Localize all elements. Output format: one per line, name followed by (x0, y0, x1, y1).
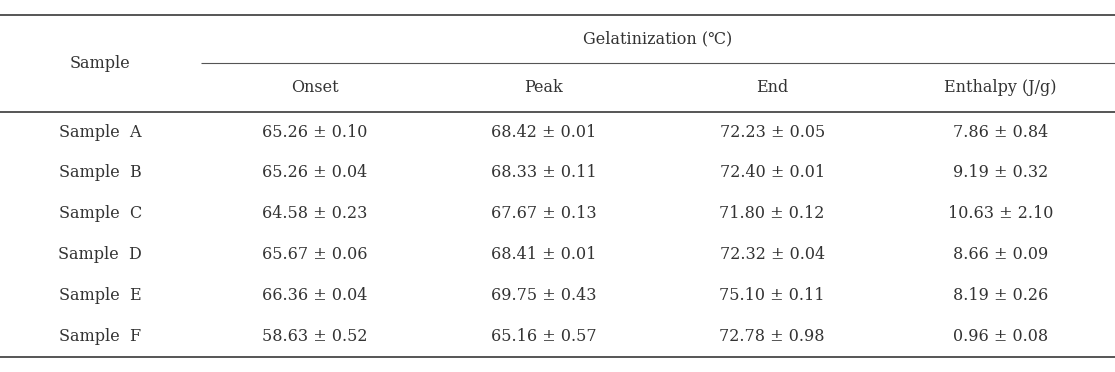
Text: Sample  E: Sample E (59, 287, 142, 304)
Text: 71.80 ± 0.12: 71.80 ± 0.12 (719, 205, 825, 222)
Text: Onset: Onset (291, 79, 339, 96)
Text: 69.75 ± 0.43: 69.75 ± 0.43 (491, 287, 597, 304)
Text: 75.10 ± 0.11: 75.10 ± 0.11 (719, 287, 825, 304)
Text: 8.19 ± 0.26: 8.19 ± 0.26 (953, 287, 1048, 304)
Text: Sample  B: Sample B (59, 164, 142, 182)
Text: 68.33 ± 0.11: 68.33 ± 0.11 (491, 164, 597, 182)
Text: 65.67 ± 0.06: 65.67 ± 0.06 (262, 246, 368, 263)
Text: Peak: Peak (524, 79, 563, 96)
Text: Sample  A: Sample A (59, 124, 142, 141)
Text: 10.63 ± 2.10: 10.63 ± 2.10 (948, 205, 1054, 222)
Text: 72.40 ± 0.01: 72.40 ± 0.01 (719, 164, 825, 182)
Text: 9.19 ± 0.32: 9.19 ± 0.32 (953, 164, 1048, 182)
Text: Sample  D: Sample D (58, 246, 143, 263)
Text: Sample  F: Sample F (59, 328, 142, 345)
Text: 0.96 ± 0.08: 0.96 ± 0.08 (953, 328, 1048, 345)
Text: 58.63 ± 0.52: 58.63 ± 0.52 (262, 328, 368, 345)
Text: 65.26 ± 0.04: 65.26 ± 0.04 (262, 164, 368, 182)
Text: 72.23 ± 0.05: 72.23 ± 0.05 (719, 124, 825, 141)
Text: Enthalpy (J/g): Enthalpy (J/g) (944, 79, 1057, 96)
Text: End: End (756, 79, 788, 96)
Text: 65.16 ± 0.57: 65.16 ± 0.57 (491, 328, 597, 345)
Text: Sample  C: Sample C (59, 205, 142, 222)
Text: 7.86 ± 0.84: 7.86 ± 0.84 (953, 124, 1048, 141)
Text: 64.58 ± 0.23: 64.58 ± 0.23 (262, 205, 368, 222)
Text: 72.78 ± 0.98: 72.78 ± 0.98 (719, 328, 825, 345)
Text: 65.26 ± 0.10: 65.26 ± 0.10 (262, 124, 368, 141)
Text: Gelatinization (℃): Gelatinization (℃) (583, 31, 733, 48)
Text: Sample: Sample (70, 55, 130, 72)
Text: 72.32 ± 0.04: 72.32 ± 0.04 (719, 246, 825, 263)
Text: 8.66 ± 0.09: 8.66 ± 0.09 (953, 246, 1048, 263)
Text: 66.36 ± 0.04: 66.36 ± 0.04 (262, 287, 368, 304)
Text: 67.67 ± 0.13: 67.67 ± 0.13 (491, 205, 597, 222)
Text: 68.41 ± 0.01: 68.41 ± 0.01 (491, 246, 597, 263)
Text: 68.42 ± 0.01: 68.42 ± 0.01 (491, 124, 597, 141)
